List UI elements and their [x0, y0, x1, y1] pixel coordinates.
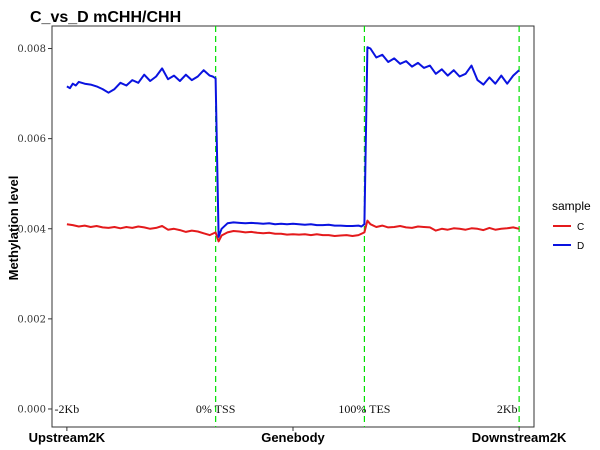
series-line-d: [66, 46, 520, 238]
region-label: Genebody: [261, 430, 325, 445]
legend-label-c: C: [577, 222, 584, 233]
y-tick-label: 0.002: [17, 314, 46, 325]
boundary-lines: [215, 26, 520, 427]
legend-title: sample: [552, 199, 591, 213]
region-labels: Upstream2K Genebody Downstream2K: [29, 427, 567, 445]
position-labels: -2Kb 0% TSS 100% TES 2Kb: [55, 402, 518, 416]
plot-panel: [51, 25, 535, 428]
position-label: 100% TES: [338, 402, 390, 416]
y-axis-label: Methylation level: [6, 176, 21, 281]
y-tick-label: 0.006: [17, 134, 46, 145]
y-tick-label: 0.000: [17, 404, 46, 415]
position-label: 2Kb: [497, 402, 518, 416]
legend: sample C D: [552, 199, 591, 252]
position-label: 0% TSS: [196, 402, 235, 416]
series-lines: [66, 46, 520, 243]
y-axis-ticks: 0.000 0.002 0.004 0.006 0.008: [17, 44, 52, 415]
region-label: Downstream2K: [472, 430, 567, 445]
y-tick-label: 0.008: [17, 44, 46, 55]
chart-title: C_vs_D mCHH/CHH: [30, 9, 181, 26]
position-label: -2Kb: [55, 402, 80, 416]
legend-label-d: D: [577, 241, 584, 252]
y-tick-label: 0.004: [17, 224, 46, 235]
series-line-c: [66, 219, 520, 243]
region-label: Upstream2K: [29, 430, 106, 445]
